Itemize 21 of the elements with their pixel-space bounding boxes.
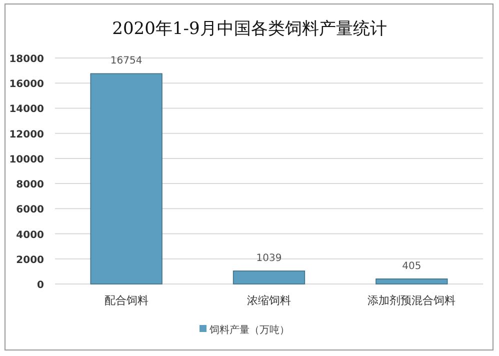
y-tick-label: 8000: [16, 180, 44, 191]
x-tick-label: 浓缩饲料: [247, 294, 291, 307]
y-tick-label: 12000: [9, 129, 44, 140]
y-tick-label: 6000: [16, 204, 44, 216]
y-tick-label: 4000: [16, 230, 44, 241]
chart-title: 2020年1-9月中国各类饲料产量统计: [112, 19, 387, 39]
y-tick-label: 2000: [16, 254, 44, 266]
data-label: 405: [402, 260, 422, 272]
bar: [232, 270, 306, 284]
bar: [90, 73, 162, 284]
data-label: 16754: [110, 56, 142, 67]
data-label: 1039: [256, 252, 282, 264]
y-tick-label: 14000: [9, 104, 44, 116]
legend-label: 饲料产量（万吨）: [208, 324, 290, 336]
x-tick-label: 添加剂预混合饲料: [368, 294, 456, 307]
bar: [376, 278, 448, 284]
y-tick-label: 16000: [9, 79, 44, 90]
y-tick-label: 10000: [9, 154, 44, 166]
x-tick-label: 配合饲料: [104, 294, 148, 307]
y-tick-label: 18000: [9, 54, 44, 65]
y-tick-label: 0: [37, 280, 44, 291]
